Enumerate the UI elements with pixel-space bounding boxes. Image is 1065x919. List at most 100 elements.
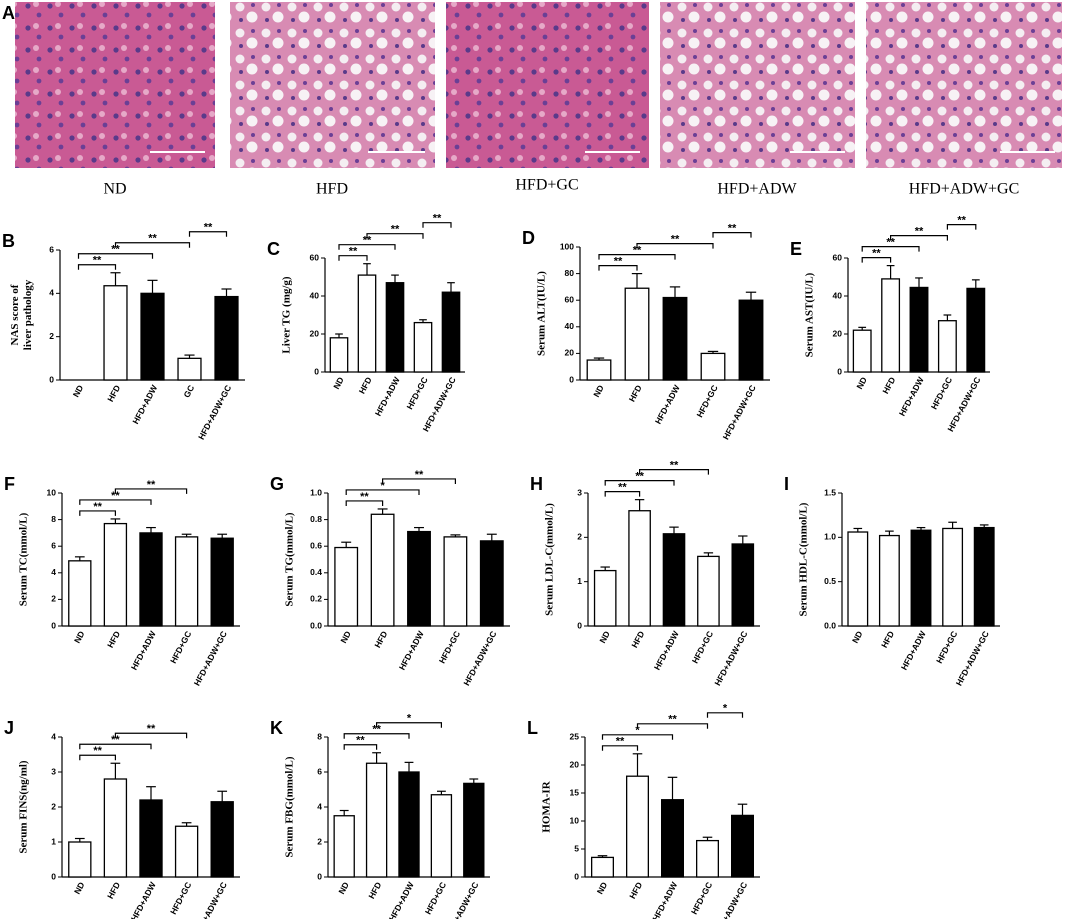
significance-bracket <box>345 489 420 495</box>
significance-bracket <box>712 232 752 238</box>
significance-label: ** <box>93 255 102 267</box>
micrograph <box>446 2 649 168</box>
y-tick-label: 40 <box>833 290 843 300</box>
panel-letter: G <box>270 474 284 494</box>
x-tick-label: HFD+GC <box>423 880 448 916</box>
significance-bracket <box>890 235 948 241</box>
bar <box>910 529 932 627</box>
bar <box>937 320 957 373</box>
significance-label: ** <box>111 244 120 256</box>
x-tick-label: HFD+GC <box>689 880 714 916</box>
significance-bracket <box>79 499 152 505</box>
y-tick-label: 10 <box>570 815 580 825</box>
bar <box>333 815 355 878</box>
bar <box>909 286 929 373</box>
x-tick-label: HFD+ADW+GC <box>192 629 229 687</box>
x-tick-label: HFD+ADW <box>652 628 681 671</box>
bar <box>626 775 650 878</box>
x-tick-label: HFD+GC <box>168 629 193 665</box>
bar <box>103 285 128 381</box>
significance-bracket <box>861 257 892 263</box>
x-tick-label: HFD+ADW+GC <box>443 880 480 919</box>
panel-letter: J <box>4 718 14 738</box>
y-tick-label: 20 <box>310 328 320 338</box>
y-tick-label: 3 <box>51 766 56 776</box>
bar <box>398 771 420 878</box>
y-tick-label: 8 <box>317 731 322 741</box>
significance-label: ** <box>356 735 365 747</box>
y-tick-label: 0 <box>317 871 322 881</box>
y-axis-label: Serum FBG(mmol/L) <box>284 756 296 857</box>
bar <box>214 295 239 381</box>
bar <box>441 291 461 373</box>
x-tick-label: HFD+GC <box>404 375 429 411</box>
significance-bracket <box>636 723 709 729</box>
y-axis-label: NAS score of <box>9 284 21 345</box>
micrograph <box>15 2 215 168</box>
y-tick-label: 0 <box>51 871 56 881</box>
x-tick-label: HFD <box>627 880 644 900</box>
y-tick-label: 4 <box>49 288 54 298</box>
x-tick-label: HFD+ADW+GC <box>712 880 749 919</box>
significance-label: ** <box>415 469 424 481</box>
bar <box>700 352 726 381</box>
significance-bracket <box>598 265 638 271</box>
significance-label: ** <box>633 245 642 257</box>
bar <box>174 536 199 627</box>
y-tick-label: 4 <box>51 731 56 741</box>
bar <box>973 526 995 627</box>
bar <box>430 794 453 878</box>
bar <box>847 531 869 627</box>
significance-label: ** <box>111 734 120 746</box>
significance-bracket <box>598 254 676 260</box>
y-tick-label: 6 <box>51 540 56 550</box>
significance-bracket <box>343 744 378 750</box>
significance-label: ** <box>671 234 680 246</box>
significance-bracket <box>706 712 744 718</box>
y-tick-label: 2 <box>51 801 56 811</box>
y-axis-label: liver pathology <box>22 279 34 350</box>
bar <box>413 321 433 373</box>
x-tick-label: HFD+ADW <box>130 382 159 425</box>
x-tick-label: HFD+ADW <box>129 628 158 671</box>
significance-bracket <box>114 488 188 494</box>
x-tick-label: HFD+ADW+GC <box>192 880 229 919</box>
y-tick-label: 80 <box>565 268 575 278</box>
group-label: ND <box>103 181 126 198</box>
y-tick-label: 0.6 <box>310 540 322 550</box>
x-tick-label: HFD <box>105 629 122 649</box>
y-tick-label: 40 <box>565 321 575 331</box>
panel-letter: H <box>530 474 543 494</box>
x-tick-label: HFD+GC <box>168 880 193 916</box>
significance-bracket <box>422 222 452 228</box>
micrograph <box>866 2 1062 168</box>
bar <box>966 287 986 373</box>
x-tick-label: HFD+ADW <box>897 374 926 417</box>
y-tick-label: 5 <box>574 843 579 853</box>
x-tick-label: HFD+ADW <box>397 628 426 671</box>
y-tick-label: 6 <box>317 766 322 776</box>
significance-label: ** <box>872 248 881 260</box>
y-tick-label: 0 <box>314 366 319 376</box>
micrographs <box>15 2 1062 168</box>
bar <box>443 536 468 627</box>
y-tick-label: 0.0 <box>824 620 836 630</box>
bar <box>852 329 872 373</box>
y-tick-label: 0.0 <box>310 620 322 630</box>
bar <box>661 799 685 878</box>
bar <box>210 537 234 627</box>
y-tick-label: 0 <box>49 374 54 384</box>
x-tick-label: HFD+ADW+GC <box>721 383 758 441</box>
significance-label: ** <box>349 246 358 258</box>
y-tick-label: 20 <box>565 348 575 358</box>
panel-letter: D <box>522 228 535 248</box>
x-tick-label: HFD <box>105 880 122 900</box>
significance-bracket <box>77 253 154 259</box>
x-tick-label: HFD+GC <box>934 629 959 665</box>
bar <box>696 839 720 878</box>
y-tick-label: 10 <box>47 487 57 497</box>
x-tick-label: ND <box>71 383 86 399</box>
bar <box>463 782 485 878</box>
bar <box>662 296 688 381</box>
